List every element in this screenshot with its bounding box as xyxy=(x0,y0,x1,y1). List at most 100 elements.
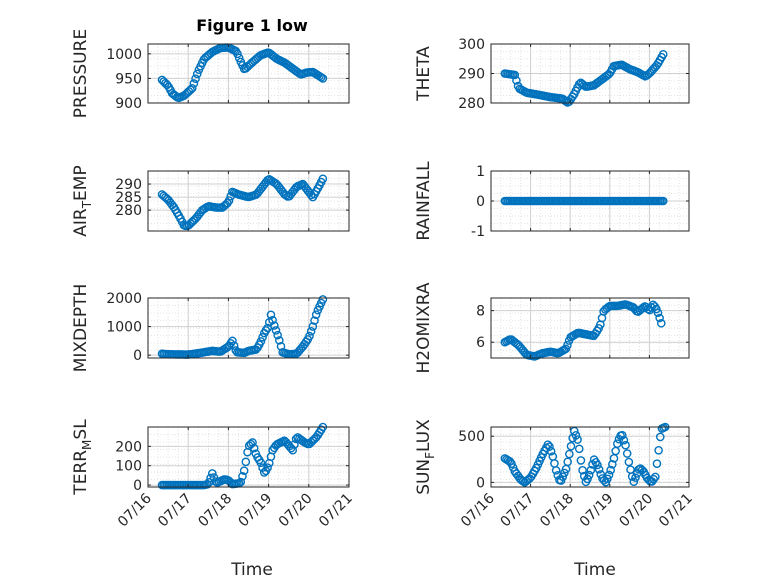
data-point xyxy=(271,326,281,335)
data-point xyxy=(617,430,627,440)
data-point xyxy=(583,474,592,484)
x-tick-label: 07/19 xyxy=(577,491,617,531)
data-point xyxy=(658,196,668,206)
y-tick-label: 290 xyxy=(115,177,142,193)
axes-box xyxy=(490,426,690,488)
data-point xyxy=(224,196,234,205)
x-axis-label-right: Time xyxy=(573,560,616,580)
y-tick-label: 0 xyxy=(133,348,142,364)
data-point xyxy=(276,342,286,351)
data-point xyxy=(248,438,257,447)
data-point xyxy=(658,50,668,59)
data-point xyxy=(561,96,571,106)
y-axis-label: THETA xyxy=(414,46,434,102)
data-point xyxy=(593,460,602,470)
y-tick-label: 900 xyxy=(115,96,142,112)
y-tick-label: 1 xyxy=(476,164,485,180)
y-tick-label: 285 xyxy=(115,190,142,206)
axes-box xyxy=(147,170,350,232)
y-tick-label: 200 xyxy=(115,439,142,455)
data-point xyxy=(603,474,612,484)
data-point xyxy=(656,318,666,328)
data-point xyxy=(288,445,298,455)
data-point xyxy=(654,445,663,455)
axes-box xyxy=(147,297,350,359)
data-point xyxy=(318,74,328,83)
data-point xyxy=(192,69,202,79)
data-point xyxy=(558,472,568,482)
subplot-theta: 280 290 300 THETA xyxy=(414,37,690,112)
y-axis-label: RAINFALL xyxy=(414,161,434,241)
subplot-h2omixra: 6 8 H2OMIXRA xyxy=(414,282,690,374)
y-tick-label: 6 xyxy=(476,335,485,351)
data-point xyxy=(512,76,521,85)
x-tick-label: 07/18 xyxy=(537,491,577,531)
data-point xyxy=(263,463,272,472)
data-point xyxy=(187,83,197,93)
y-axis-label: AIRTEMP xyxy=(71,165,94,236)
data-point xyxy=(269,321,279,330)
data-point xyxy=(566,441,576,451)
data-point xyxy=(621,440,630,450)
y-tick-label: 0 xyxy=(133,478,142,494)
data-point xyxy=(652,459,662,468)
data-point xyxy=(229,341,239,350)
data-point xyxy=(612,439,622,448)
data-point xyxy=(631,473,640,482)
subplot-mixdepth: 0 1000 2000 MIXDEPTH xyxy=(71,284,350,373)
data-point xyxy=(629,477,639,487)
y-tick-label: 0 xyxy=(476,475,485,491)
y-tick-label: 280 xyxy=(458,96,485,112)
y-tick-label: 300 xyxy=(458,37,485,53)
y-tick-label: 8 xyxy=(476,304,485,320)
data-point xyxy=(275,336,284,345)
data-point xyxy=(655,432,665,442)
data-point xyxy=(507,459,516,468)
data-point xyxy=(256,337,266,346)
x-tick-label: 07/21 xyxy=(656,491,696,531)
subplot-terr_msl: 0 100 200 07/16 07/17 07/18 07/19 07/20 07/21 TER… xyxy=(71,419,356,531)
data-point xyxy=(189,79,199,88)
x-tick-label: 07/16 xyxy=(458,490,498,530)
y-tick-label: 2000 xyxy=(106,291,142,307)
data-point xyxy=(619,435,629,445)
data-point xyxy=(653,308,663,318)
y-axis-label: MIXDEPTH xyxy=(71,284,91,373)
x-tick-label: 07/21 xyxy=(316,491,356,531)
data-point xyxy=(571,430,581,440)
data-point xyxy=(563,457,572,467)
y-tick-label: 280 xyxy=(115,203,142,219)
data-point xyxy=(249,443,259,453)
y-axis-label: H2OMIXRA xyxy=(414,282,434,373)
y-tick-label: 500 xyxy=(458,429,485,445)
data-point xyxy=(311,310,321,319)
data-point xyxy=(576,456,586,465)
x-tick-label: 07/18 xyxy=(195,491,235,531)
data-point xyxy=(594,465,604,474)
y-axis-label: SUNFLUX xyxy=(414,419,437,495)
data-point xyxy=(543,440,553,449)
data-point xyxy=(318,295,328,304)
data-point xyxy=(266,310,276,320)
data-point xyxy=(239,466,249,476)
data-point xyxy=(316,73,326,82)
data-point xyxy=(233,49,242,59)
data-point xyxy=(305,331,314,341)
axes-box xyxy=(147,43,350,104)
data-point xyxy=(202,480,212,489)
data-point xyxy=(310,316,319,325)
y-tick-label: -1 xyxy=(471,224,485,240)
data-point xyxy=(565,449,574,459)
data-point xyxy=(584,470,594,480)
data-point xyxy=(236,477,246,487)
data-point xyxy=(563,340,572,350)
y-tick-label: 950 xyxy=(115,71,142,87)
data-point xyxy=(556,476,566,485)
data-point xyxy=(208,469,217,478)
y-tick-label: 1000 xyxy=(106,320,142,336)
y-tick-label: 0 xyxy=(476,194,485,210)
data-point xyxy=(608,460,617,469)
subplot-sun_flux: 0 500 07/16 07/17 07/18 07/19 07/20 07/21 SUNFLU… xyxy=(414,419,696,531)
y-tick-label: 1000 xyxy=(106,47,142,63)
